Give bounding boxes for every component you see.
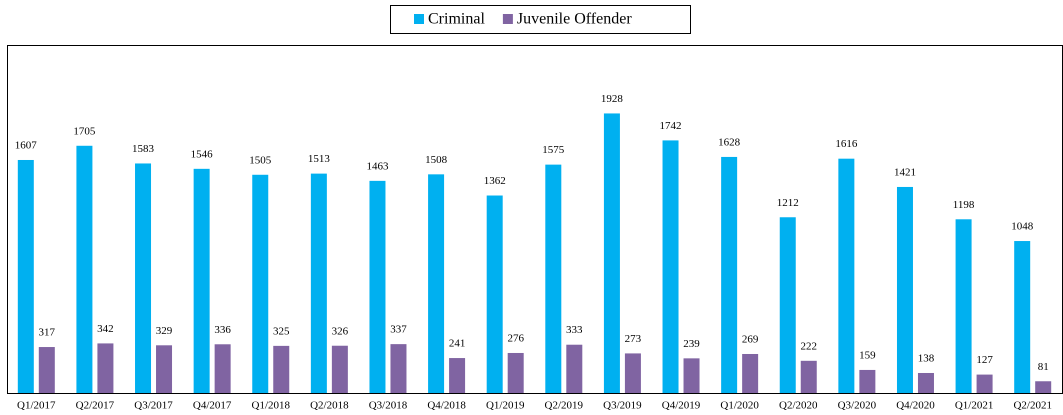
bar: [742, 353, 759, 393]
data-label: 342: [97, 323, 114, 335]
data-label: 1463: [366, 160, 389, 172]
bar: [507, 352, 524, 393]
bar: [428, 174, 445, 393]
bar: [331, 345, 348, 393]
data-label: 1421: [894, 166, 916, 178]
bar: [683, 358, 700, 393]
bar: [76, 145, 93, 393]
legend-label: Criminal: [428, 11, 485, 28]
bar: [545, 164, 562, 393]
bar: [1035, 381, 1052, 393]
bar: [252, 174, 269, 393]
bar: [1014, 241, 1031, 393]
x-tick-label: Q3/2018: [369, 400, 408, 412]
x-tick-label: Q1/2018: [252, 400, 291, 412]
data-label: 1607: [15, 140, 38, 152]
bar: [17, 159, 34, 393]
data-label: 336: [214, 324, 231, 336]
data-label: 326: [332, 325, 349, 337]
data-label: 1362: [484, 175, 506, 187]
bar: [390, 344, 407, 393]
bar: [779, 217, 796, 393]
data-label: 325: [273, 325, 290, 337]
x-tick-label: Q3/2019: [603, 400, 642, 412]
bar: [624, 353, 641, 393]
bar: [859, 369, 876, 393]
x-tick-label: Q3/2017: [134, 400, 173, 412]
bar: [721, 156, 738, 393]
bar: [838, 158, 855, 393]
data-label: 1583: [132, 143, 155, 155]
bar: [917, 372, 934, 393]
x-tick-label: Q4/2020: [896, 400, 935, 412]
data-label: 1616: [835, 138, 858, 150]
bar: [449, 358, 466, 393]
bar: [976, 374, 993, 393]
x-tick-label: Q4/2017: [193, 400, 232, 412]
data-label: 1048: [1011, 221, 1034, 233]
bar: [955, 219, 972, 393]
bar: [603, 113, 620, 393]
bar: [193, 168, 210, 393]
x-tick-label: Q2/2017: [76, 400, 115, 412]
x-tick-label: Q2/2021: [1013, 400, 1052, 412]
data-label: 273: [625, 333, 642, 345]
bar: [800, 360, 817, 393]
data-label: 1546: [191, 148, 214, 160]
bar: [135, 163, 152, 393]
x-tick-label: Q2/2018: [310, 400, 349, 412]
data-label: 1198: [953, 199, 975, 211]
data-label: 1705: [73, 125, 96, 137]
x-tick-label: Q2/2019: [545, 400, 584, 412]
x-tick-label: Q4/2019: [662, 400, 701, 412]
legend-label: Juvenile Offender: [517, 11, 632, 28]
bar: [97, 343, 114, 393]
legend-swatch: [414, 14, 424, 24]
data-label: 239: [683, 338, 700, 350]
data-label: 159: [859, 349, 876, 361]
bar: [486, 195, 503, 393]
bar: [214, 344, 231, 393]
data-label: 337: [390, 324, 407, 336]
bar: [156, 345, 173, 393]
data-label: 138: [918, 353, 935, 365]
x-tick-label: Q1/2019: [486, 400, 525, 412]
bar: [369, 180, 386, 393]
bar: [310, 173, 327, 393]
bar: [662, 140, 679, 393]
data-label: 1628: [718, 136, 741, 148]
data-label: 276: [507, 333, 524, 345]
bar: [273, 345, 290, 393]
data-label: 222: [801, 340, 818, 352]
data-label: 1575: [542, 144, 565, 156]
data-label: 333: [566, 324, 583, 336]
bar: [896, 186, 913, 393]
data-label: 1212: [777, 197, 799, 209]
data-label: 1513: [308, 153, 331, 165]
data-label: 329: [156, 325, 173, 337]
data-label: 1742: [660, 120, 682, 132]
x-tick-label: Q3/2020: [838, 400, 877, 412]
x-tick-label: Q1/2017: [17, 400, 56, 412]
data-label: 269: [742, 334, 759, 346]
legend-box: [390, 5, 691, 34]
data-label: 1508: [425, 154, 448, 166]
x-tick-label: Q1/2020: [720, 400, 759, 412]
x-tick-label: Q4/2018: [427, 400, 466, 412]
legend-swatch: [502, 14, 513, 24]
x-tick-label: Q1/2021: [955, 400, 994, 412]
bar: [38, 347, 55, 393]
data-label: 81: [1038, 361, 1049, 373]
bar: [566, 344, 583, 393]
x-tick-label: Q2/2020: [779, 400, 818, 412]
data-label: 317: [39, 327, 56, 339]
data-label: 127: [976, 354, 993, 366]
data-label: 1928: [601, 93, 624, 105]
data-label: 1505: [249, 154, 272, 166]
data-label: 241: [449, 338, 466, 350]
